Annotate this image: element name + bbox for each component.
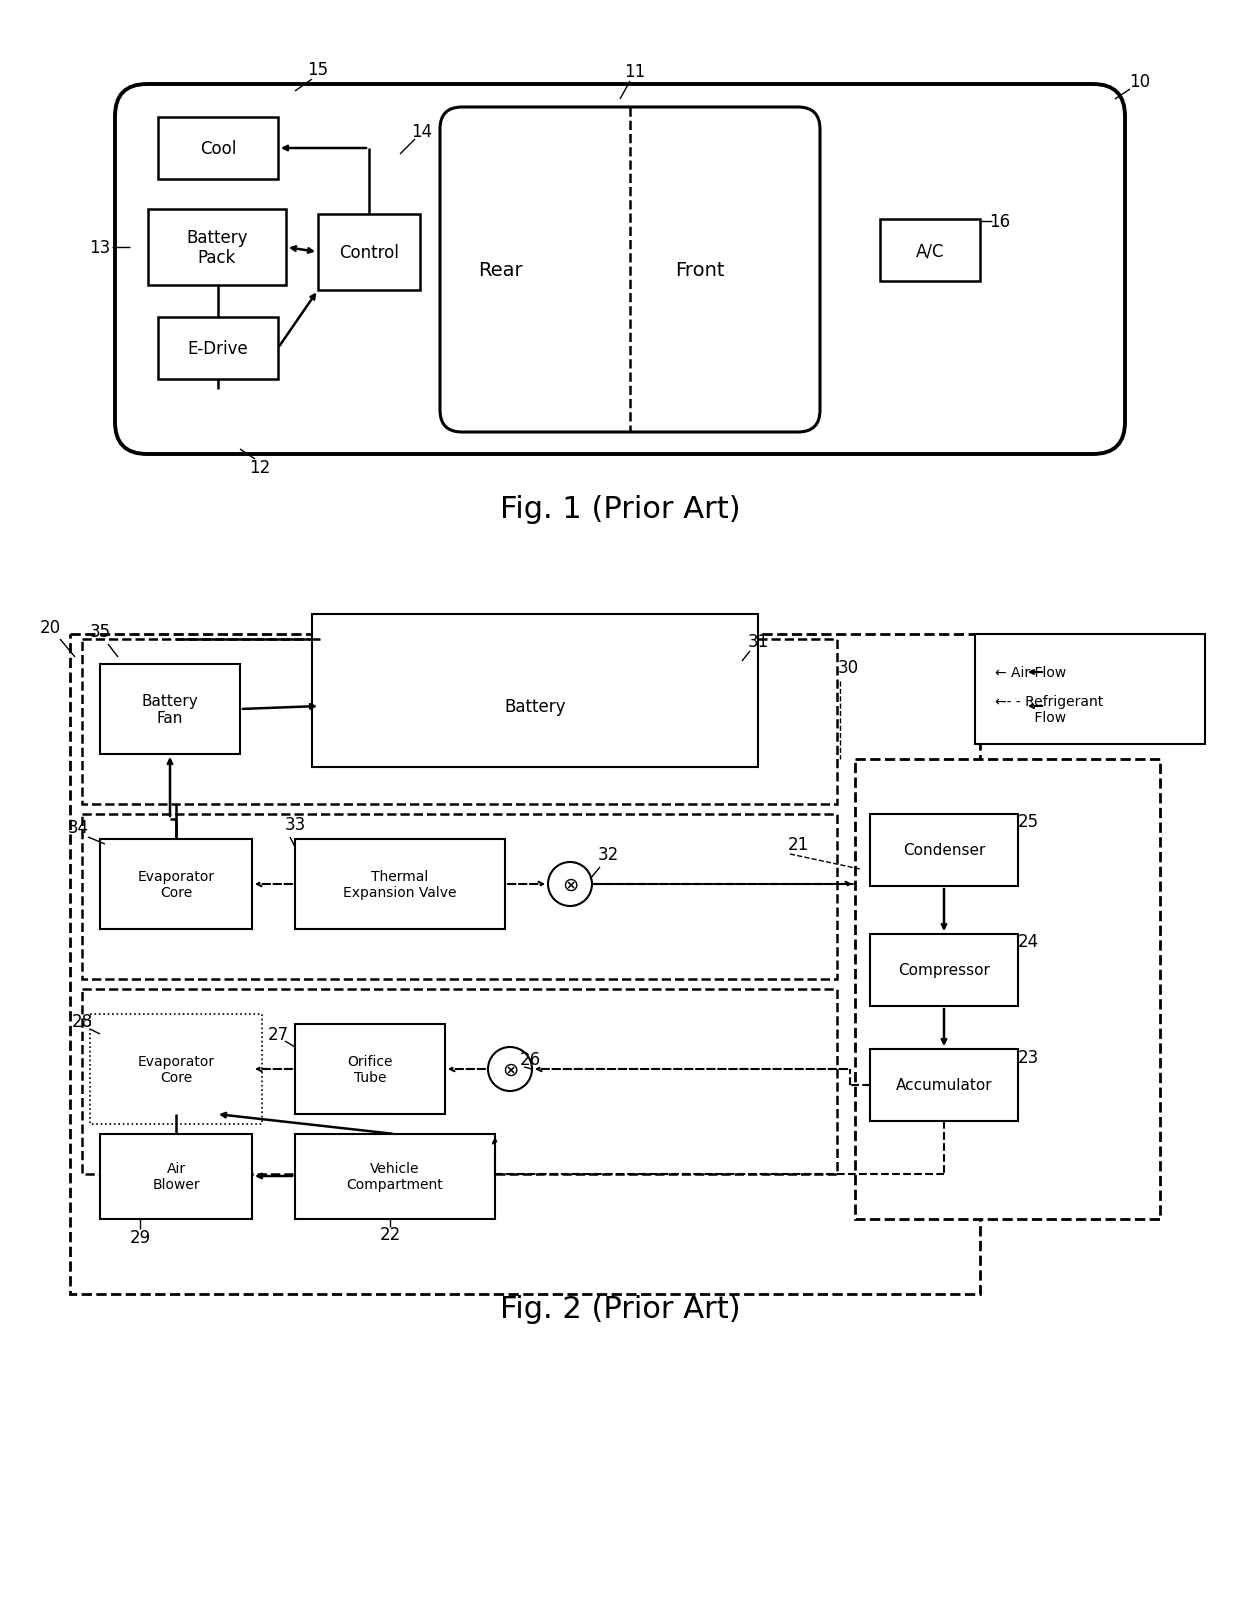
Bar	[100, 1135, 252, 1220]
Text: 33: 33	[284, 815, 305, 834]
Text: 20: 20	[40, 619, 61, 636]
Text: Front: Front	[676, 260, 724, 280]
Text: Cool: Cool	[200, 140, 236, 157]
Bar	[470, 622, 498, 654]
Bar	[100, 1024, 252, 1114]
Text: Condenser: Condenser	[903, 844, 986, 858]
Bar	[694, 622, 723, 654]
Text: 15: 15	[308, 61, 329, 79]
Text: 21: 21	[787, 836, 808, 853]
Text: 25: 25	[1018, 813, 1039, 831]
Bar	[82, 815, 837, 979]
Text: A/C: A/C	[916, 241, 944, 260]
Bar	[82, 990, 837, 1175]
Text: 34: 34	[67, 818, 88, 837]
Bar	[295, 1024, 445, 1114]
Text: 13: 13	[89, 239, 110, 257]
Text: ⊗: ⊗	[562, 874, 578, 893]
Bar	[605, 622, 632, 654]
Text: Evaporator
Core: Evaporator Core	[138, 869, 215, 900]
Text: Fig. 1 (Prior Art): Fig. 1 (Prior Art)	[500, 495, 740, 524]
Bar	[515, 622, 543, 654]
Bar	[100, 665, 241, 755]
Text: Vehicle
Compartment: Vehicle Compartment	[347, 1162, 444, 1191]
Text: 23: 23	[1017, 1048, 1039, 1067]
Bar	[870, 934, 1018, 1006]
Bar	[870, 815, 1018, 887]
Text: 27: 27	[268, 1025, 289, 1043]
Bar	[69, 635, 980, 1294]
Text: 14: 14	[412, 122, 433, 141]
Bar	[295, 1135, 495, 1220]
Text: Battery: Battery	[505, 697, 565, 715]
Text: Orifice
Tube: Orifice Tube	[347, 1054, 393, 1085]
Text: ←- - Refrigerant
         Flow: ←- - Refrigerant Flow	[994, 694, 1104, 725]
Bar	[148, 211, 286, 286]
Bar	[856, 760, 1159, 1220]
Text: Thermal
Expansion Valve: Thermal Expansion Valve	[343, 869, 456, 900]
Text: 26: 26	[520, 1051, 541, 1069]
Bar	[975, 635, 1205, 744]
Text: 10: 10	[1130, 72, 1151, 92]
FancyBboxPatch shape	[115, 85, 1125, 455]
Text: 29: 29	[129, 1228, 150, 1245]
Text: Compressor: Compressor	[898, 963, 990, 979]
Text: 22: 22	[379, 1225, 401, 1244]
Text: Battery
Pack: Battery Pack	[186, 228, 248, 267]
Bar	[157, 117, 278, 180]
Text: 16: 16	[990, 212, 1011, 231]
Text: 11: 11	[625, 63, 646, 80]
Text: E-Drive: E-Drive	[187, 339, 248, 358]
Text: ⊗: ⊗	[502, 1061, 518, 1078]
Bar	[379, 622, 408, 654]
Text: 28: 28	[72, 1012, 93, 1030]
Bar	[880, 220, 980, 281]
Bar	[82, 640, 837, 805]
Bar	[560, 622, 588, 654]
FancyBboxPatch shape	[440, 108, 820, 432]
Text: 12: 12	[249, 458, 270, 477]
Text: 30: 30	[837, 659, 858, 677]
Bar	[425, 622, 453, 654]
Text: Control: Control	[339, 244, 399, 262]
Bar	[312, 614, 758, 768]
Text: Air
Blower: Air Blower	[153, 1162, 200, 1191]
Bar	[91, 1014, 262, 1125]
Bar	[870, 1049, 1018, 1122]
Text: Accumulator: Accumulator	[895, 1078, 992, 1093]
Bar	[320, 654, 750, 760]
Text: 32: 32	[598, 845, 619, 863]
Bar	[295, 839, 505, 929]
Bar	[650, 622, 678, 654]
Text: Rear: Rear	[477, 260, 522, 280]
Text: 31: 31	[748, 633, 769, 651]
Bar	[157, 318, 278, 379]
Text: ← Air Flow: ← Air Flow	[994, 665, 1066, 680]
Text: 35: 35	[89, 622, 110, 641]
Bar	[100, 839, 252, 929]
Bar	[317, 215, 420, 291]
Text: 24: 24	[1018, 932, 1039, 950]
Text: Fig. 2 (Prior Art): Fig. 2 (Prior Art)	[500, 1295, 740, 1324]
Text: Battery
Fan: Battery Fan	[141, 693, 198, 726]
Bar	[335, 622, 363, 654]
Text: Evaporator
Core: Evaporator Core	[138, 1054, 215, 1085]
